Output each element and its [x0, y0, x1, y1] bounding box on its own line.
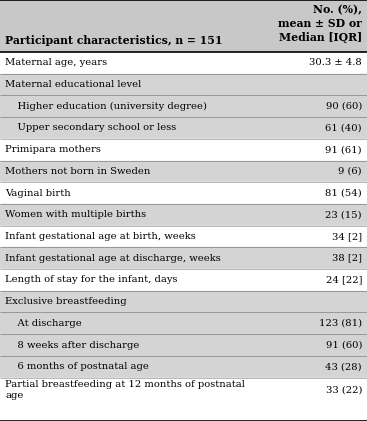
Text: 43 (28): 43 (28): [326, 362, 362, 371]
Text: 8 weeks after discharge: 8 weeks after discharge: [5, 341, 139, 349]
Bar: [0, 182, 367, 204]
Text: 30.3 ± 4.8: 30.3 ± 4.8: [309, 59, 362, 67]
Text: 91 (60): 91 (60): [326, 341, 362, 349]
Text: No. (%),
mean ± SD or
Median [IQR]: No. (%), mean ± SD or Median [IQR]: [278, 4, 362, 43]
Text: Women with multiple births: Women with multiple births: [5, 210, 146, 219]
Text: 34 [2]: 34 [2]: [332, 232, 362, 241]
Text: 91 (61): 91 (61): [326, 145, 362, 154]
Text: 24 [22]: 24 [22]: [326, 275, 362, 285]
Text: Exclusive breastfeeding: Exclusive breastfeeding: [5, 297, 127, 306]
Text: Maternal educational level: Maternal educational level: [5, 80, 141, 89]
Text: At discharge: At discharge: [5, 319, 82, 328]
Text: 33 (22): 33 (22): [326, 385, 362, 394]
Bar: [0, 248, 367, 269]
Bar: [0, 226, 367, 248]
Bar: [0, 291, 367, 312]
Text: 90 (60): 90 (60): [326, 102, 362, 111]
Text: Participant characteristics, n = 151: Participant characteristics, n = 151: [5, 35, 222, 46]
Text: Infant gestational age at discharge, weeks: Infant gestational age at discharge, wee…: [5, 254, 221, 263]
Bar: [0, 204, 367, 226]
Text: 123 (81): 123 (81): [319, 319, 362, 328]
Bar: [0, 139, 367, 160]
Bar: [0, 269, 367, 291]
Text: 61 (40): 61 (40): [326, 123, 362, 133]
Text: Primipara mothers: Primipara mothers: [5, 145, 101, 154]
Bar: [0, 74, 367, 96]
Bar: [0, 356, 367, 378]
Text: Partial breastfeeding at 12 months of postnatal
age: Partial breastfeeding at 12 months of po…: [5, 380, 245, 400]
Text: Infant gestational age at birth, weeks: Infant gestational age at birth, weeks: [5, 232, 196, 241]
Text: 38 [2]: 38 [2]: [332, 254, 362, 263]
Bar: [0, 52, 367, 74]
Bar: [0, 0, 367, 52]
Text: 23 (15): 23 (15): [326, 210, 362, 219]
Text: Length of stay for the infant, days: Length of stay for the infant, days: [5, 275, 178, 285]
Bar: [0, 312, 367, 334]
Text: 9 (6): 9 (6): [338, 167, 362, 176]
Text: 81 (54): 81 (54): [325, 189, 362, 197]
Text: 6 months of postnatal age: 6 months of postnatal age: [5, 362, 149, 371]
Text: Upper secondary school or less: Upper secondary school or less: [5, 123, 176, 133]
Text: Mothers not born in Sweden: Mothers not born in Sweden: [5, 167, 150, 176]
Bar: [0, 117, 367, 139]
Text: Maternal age, years: Maternal age, years: [5, 59, 107, 67]
Text: Vaginal birth: Vaginal birth: [5, 189, 71, 197]
Bar: [0, 96, 367, 117]
Bar: [0, 160, 367, 182]
Bar: [0, 378, 367, 421]
Bar: [0, 334, 367, 356]
Text: Higher education (university degree): Higher education (university degree): [5, 102, 207, 111]
